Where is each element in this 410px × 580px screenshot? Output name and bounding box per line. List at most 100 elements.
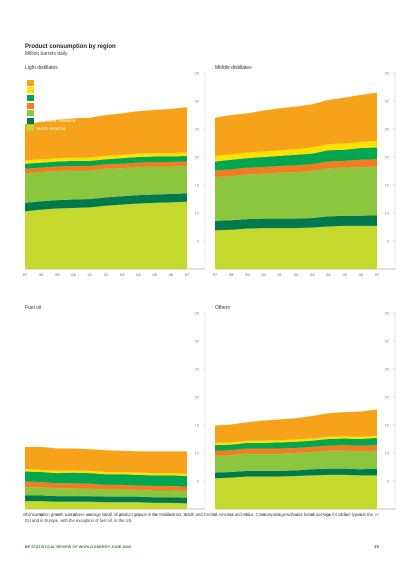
x-tick-label: 98 [229, 272, 234, 277]
commentary-note: Consumption growth was above average for… [25, 512, 373, 523]
x-tick-label: 00 [261, 512, 266, 517]
legend-swatch [27, 110, 34, 117]
chart-middle-distillates: 5 10 15 20 25 30 35 97 98 99 00 01 02 03 04 05 06 07 [213, 71, 396, 277]
legend-item: S. & Cent. America [27, 117, 78, 125]
area-series-north-america [25, 501, 187, 509]
x-tick-label: 99 [55, 512, 60, 517]
legend-swatch [27, 125, 34, 132]
page-title: Product consumption by region [25, 44, 116, 50]
x-tick-label: 99 [245, 272, 250, 277]
x-tick-label: 00 [71, 512, 76, 517]
x-tick-label: 05 [342, 272, 347, 277]
legend-label: S. & Cent. America [37, 118, 76, 124]
x-tick-label: 03 [120, 272, 125, 277]
legend-swatch [27, 102, 34, 109]
legend-swatch [27, 117, 34, 124]
area-series-former-soviet-union [25, 161, 187, 174]
y-tick-label: 25 [385, 127, 390, 132]
x-tick-label: 06 [169, 272, 174, 277]
y-tick-label: 35 [195, 311, 200, 316]
y-tick-label: 25 [195, 127, 200, 132]
area-series-europe [25, 165, 187, 203]
y-tick-label: 15 [385, 423, 390, 428]
area-series-africa [25, 152, 187, 164]
y-tick-label: 5 [387, 479, 390, 484]
area-series-north-america [25, 201, 187, 269]
panel-title-fuel-oil: Fuel oil [25, 305, 42, 311]
area-series-europe [25, 487, 187, 498]
y-tick-label: 35 [195, 71, 200, 76]
area-series-middle-east [25, 155, 187, 169]
area-series-north-america [215, 474, 377, 509]
area-series-middle-east [25, 471, 187, 487]
area-series-middle-east [215, 437, 377, 451]
area-series-africa [215, 435, 377, 446]
x-tick-label: 05 [342, 512, 347, 517]
chart-others: 5 10 15 20 25 30 35 97 98 99 00 01 02 03 04 05 06 07 [213, 311, 396, 517]
legend-label: Africa [37, 87, 49, 93]
legend-item: North America [27, 125, 78, 133]
area-series-s-cent-america [25, 193, 187, 212]
legend-item: Former Soviet Union [27, 102, 78, 110]
page-subtitle: Million barrels daily [25, 51, 68, 57]
y-tick-label: 10 [385, 451, 390, 456]
x-tick-label: 07 [375, 512, 380, 517]
legend-label: Europe [37, 110, 52, 116]
x-tick-label: 99 [55, 272, 60, 277]
x-tick-label: 02 [104, 272, 109, 277]
y-tick-label: 5 [387, 239, 390, 244]
x-tick-label: 02 [294, 512, 299, 517]
legend-swatch [27, 79, 34, 86]
area-series-former-soviet-union [215, 159, 377, 178]
y-tick-label: 30 [385, 99, 390, 104]
x-tick-label: 06 [359, 512, 364, 517]
x-tick-label: 04 [326, 512, 331, 517]
area-series-s-cent-america [215, 468, 377, 479]
x-tick-label: 01 [278, 512, 283, 517]
chart-fuel-oil: 5 10 15 20 25 30 35 97 98 99 00 01 02 03 04 05 06 07 [23, 311, 206, 517]
x-tick-label: 05 [152, 512, 157, 517]
y-tick-label: 5 [197, 239, 200, 244]
legend-label: Middle East [37, 95, 61, 101]
x-tick-label: 02 [294, 272, 299, 277]
y-tick-label: 15 [385, 183, 390, 188]
y-tick-label: 10 [195, 451, 200, 456]
x-tick-label: 98 [39, 272, 44, 277]
y-tick-label: 30 [195, 99, 200, 104]
legend-label: Former Soviet Union [37, 103, 79, 109]
y-tick-label: 20 [385, 155, 390, 160]
x-tick-label: 97 [23, 272, 28, 277]
legend-label: Asia Pacific [37, 80, 61, 86]
legend-item: Asia Pacific [27, 79, 78, 87]
x-tick-label: 01 [88, 272, 93, 277]
area-series-former-soviet-union [25, 481, 187, 492]
x-tick-label: 03 [120, 512, 125, 517]
x-tick-label: 98 [229, 512, 234, 517]
legend: Asia Pacific Africa Middle East Former S… [27, 79, 78, 132]
area-series-s-cent-america [215, 215, 377, 231]
y-tick-label: 10 [385, 211, 390, 216]
x-tick-label: 06 [359, 272, 364, 277]
area-series-former-soviet-union [215, 445, 377, 456]
area-series-north-america [215, 225, 377, 269]
legend-item: Europe [27, 109, 78, 117]
x-tick-label: 07 [185, 272, 190, 277]
y-tick-label: 20 [195, 395, 200, 400]
legend-item: Middle East [27, 94, 78, 102]
x-tick-label: 07 [375, 272, 380, 277]
panel-title-others: Others [215, 305, 231, 311]
x-tick-label: 97 [213, 272, 218, 277]
y-tick-label: 35 [385, 71, 390, 76]
y-tick-label: 25 [385, 367, 390, 372]
area-series-africa [25, 469, 187, 476]
x-tick-label: 02 [104, 512, 109, 517]
legend-item: Africa [27, 87, 78, 95]
x-tick-label: 99 [245, 512, 250, 517]
page-number: 15 [374, 544, 380, 549]
y-tick-label: 15 [195, 423, 200, 428]
area-series-asia-pacific [215, 409, 377, 443]
area-series-africa [215, 140, 377, 162]
legend-swatch [27, 94, 34, 101]
x-tick-label: 04 [326, 272, 331, 277]
x-tick-label: 07 [185, 512, 190, 517]
